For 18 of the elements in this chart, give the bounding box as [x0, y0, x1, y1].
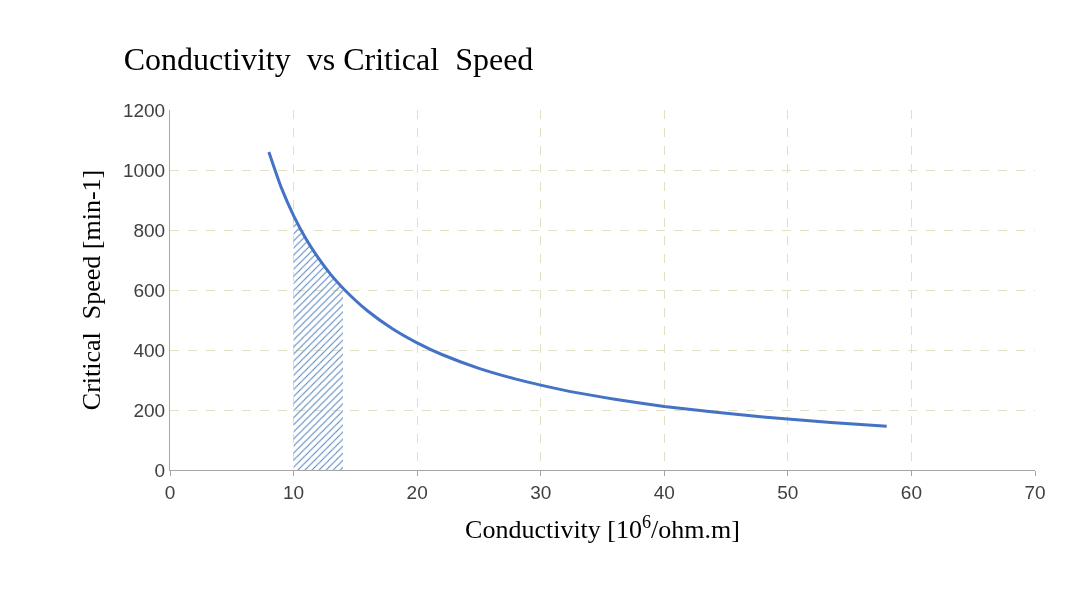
x-tick-label: 50 — [777, 481, 799, 503]
y-tick-label: 1000 — [122, 159, 166, 181]
y-tick-label: 0 — [154, 459, 166, 481]
y-tick-label: 800 — [133, 219, 166, 241]
y-tick-label: 1200 — [122, 99, 166, 121]
x-tick-label: 10 — [283, 481, 305, 503]
chart-title: Conductivity vs Critical Speed — [123, 41, 534, 78]
y-tick-label: 600 — [133, 279, 166, 301]
x-tick-label: 40 — [653, 481, 675, 503]
y-axis-title: Critical Speed [min-1] — [77, 169, 107, 411]
x-tick-label: 60 — [900, 481, 922, 503]
y-tick-label: 400 — [133, 339, 166, 361]
x-tick-label: 30 — [530, 481, 552, 503]
x-tick-label: 20 — [406, 481, 428, 503]
x-axis-title: Conductivity [10$^{6}$/ohm.m] — [465, 511, 740, 545]
line-series — [267, 150, 889, 428]
y-tick-label: 200 — [133, 399, 166, 421]
x-tick-label: 70 — [1024, 481, 1046, 503]
